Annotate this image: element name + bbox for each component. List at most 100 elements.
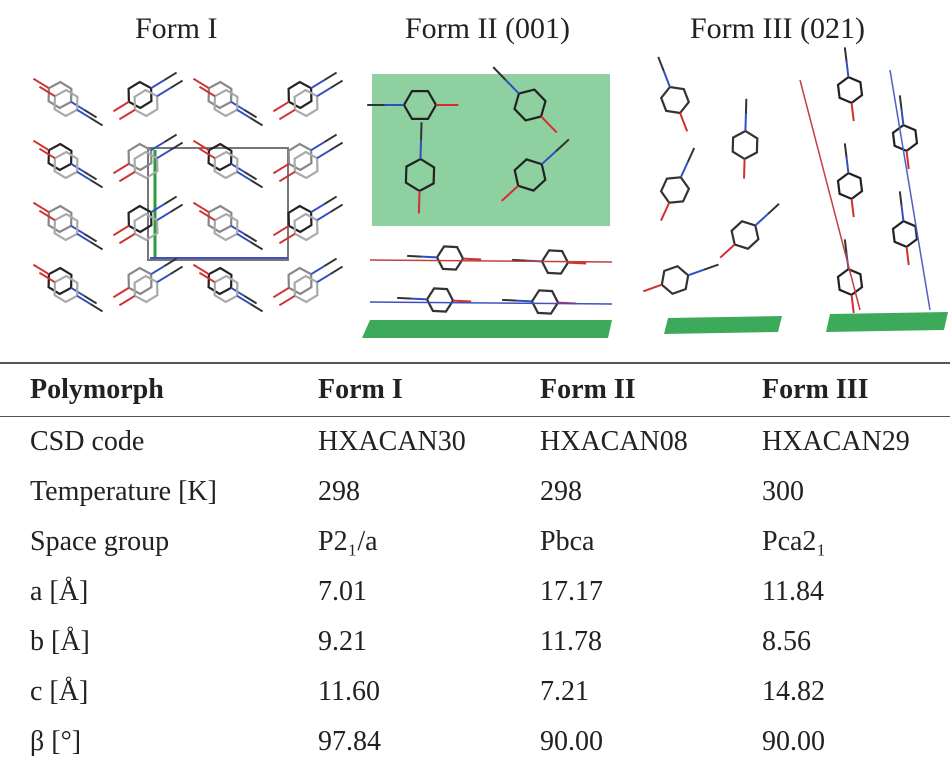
molecule-stroke	[847, 62, 849, 77]
table-cell: 8.56	[762, 617, 950, 667]
molecule-stroke	[662, 266, 688, 294]
table-cell: 90.00	[762, 717, 950, 767]
molecule-stroke	[658, 57, 664, 71]
header-row: Polymorph Form I Form II Form III	[0, 363, 950, 417]
molecule-stroke	[273, 102, 289, 112]
molecule-stroke	[279, 296, 295, 306]
molecule-stroke	[421, 257, 437, 258]
plane	[362, 320, 612, 338]
table-cell: 17.17	[540, 567, 762, 617]
row-label: a [Å]	[0, 567, 318, 617]
molecule-stroke	[852, 199, 854, 217]
molecule-stroke	[893, 221, 917, 247]
row-label: CSD code	[0, 417, 318, 468]
molecule-stroke	[330, 267, 342, 274]
molecule-stroke	[170, 81, 182, 88]
molecule-stroke	[151, 266, 164, 274]
molecule-stroke	[157, 274, 170, 282]
table-cell: 7.01	[318, 567, 540, 617]
molecule-stroke	[755, 214, 767, 225]
molecule-stroke	[157, 212, 170, 220]
header-cell: Polymorph	[0, 363, 318, 417]
molecule-stroke	[907, 247, 909, 265]
table-cell: 9.21	[318, 617, 540, 667]
molecule-stroke	[279, 110, 295, 120]
molecule-stroke	[902, 110, 904, 125]
molecule-stroke	[324, 197, 336, 204]
molecule-stroke	[838, 77, 862, 103]
molecule-stroke	[250, 118, 262, 125]
page: Form I Form II (001) Form III (021) Poly…	[0, 0, 950, 770]
molecule-stroke	[311, 142, 324, 150]
molecule-stroke	[237, 172, 250, 180]
table-row: b [Å]9.2111.788.56	[0, 617, 950, 667]
molecule-stroke	[852, 295, 854, 313]
molecule-stroke	[295, 276, 318, 302]
molecule-stroke	[273, 164, 289, 174]
molecule-stroke	[164, 135, 176, 142]
molecule-stroke	[720, 244, 734, 257]
molecule-stroke	[164, 73, 176, 80]
molecule-stroke	[463, 259, 481, 260]
table-cell: 11.60	[318, 667, 540, 717]
panel-title: Form I	[135, 12, 218, 46]
molecule-stroke	[800, 80, 860, 310]
molecule-stroke	[90, 304, 102, 311]
molecule-stroke	[502, 300, 516, 301]
molecule-stroke	[516, 301, 532, 302]
molecule-stroke	[324, 135, 336, 142]
molecule-stroke	[113, 102, 129, 112]
molecule-stroke	[852, 103, 854, 121]
molecule-stroke	[77, 234, 90, 242]
molecule-stroke	[77, 296, 90, 304]
table-row: CSD codeHXACAN30HXACAN08HXACAN29	[0, 417, 950, 468]
table-cell: 90.00	[540, 717, 762, 767]
table-row: Temperature [K]298298300	[0, 467, 950, 517]
molecule-stroke	[289, 82, 312, 108]
data-table: Polymorph Form I Form II Form III CSD co…	[0, 362, 950, 767]
molecule-stroke	[289, 206, 312, 232]
molecule-stroke	[317, 212, 330, 220]
molecule-stroke	[119, 234, 135, 244]
molecule-stroke	[532, 290, 558, 313]
molecule-stroke	[330, 143, 342, 150]
molecule-stroke	[421, 122, 422, 140]
molecule-stroke	[420, 140, 421, 159]
table-cell: 298	[540, 467, 762, 517]
molecule-stroke	[907, 151, 909, 169]
molecule-stroke	[890, 70, 930, 310]
table-body: CSD codeHXACAN30HXACAN08HXACAN29Temperat…	[0, 417, 950, 768]
molecule-stroke	[295, 90, 318, 116]
molecule-stroke	[113, 226, 129, 236]
molecule-stroke	[688, 270, 704, 276]
table-cell: 7.21	[540, 667, 762, 717]
molecule-stroke	[661, 177, 689, 202]
molecule-stroke	[90, 180, 102, 187]
molecule-stroke	[845, 47, 847, 61]
row-label: b [Å]	[0, 617, 318, 667]
molecule-stroke	[732, 221, 759, 248]
molecule-stroke	[119, 296, 135, 306]
molecule-stroke	[135, 90, 158, 116]
molecule-stroke	[311, 266, 324, 274]
molecule-stroke	[113, 164, 129, 174]
molecule-stroke	[661, 203, 669, 221]
molecule-stroke	[135, 276, 158, 302]
molecule-stroke	[893, 125, 917, 151]
plane	[664, 316, 782, 334]
header-cell: Form I	[318, 363, 540, 417]
molecule-stroke	[237, 234, 250, 242]
molecule-stroke	[330, 81, 342, 88]
molecule-stroke	[661, 87, 689, 113]
molecule-stroke	[311, 204, 324, 212]
molecule-stroke	[845, 143, 847, 157]
molecule-stroke	[295, 214, 318, 240]
molecule-stroke	[437, 246, 463, 269]
molecule-stroke	[250, 304, 262, 311]
molecule-stroke	[688, 148, 694, 162]
table-cell: HXACAN08	[540, 417, 762, 468]
molecule-stroke	[397, 298, 411, 299]
molecule-stroke	[643, 285, 661, 292]
molecule-stroke	[680, 113, 687, 131]
